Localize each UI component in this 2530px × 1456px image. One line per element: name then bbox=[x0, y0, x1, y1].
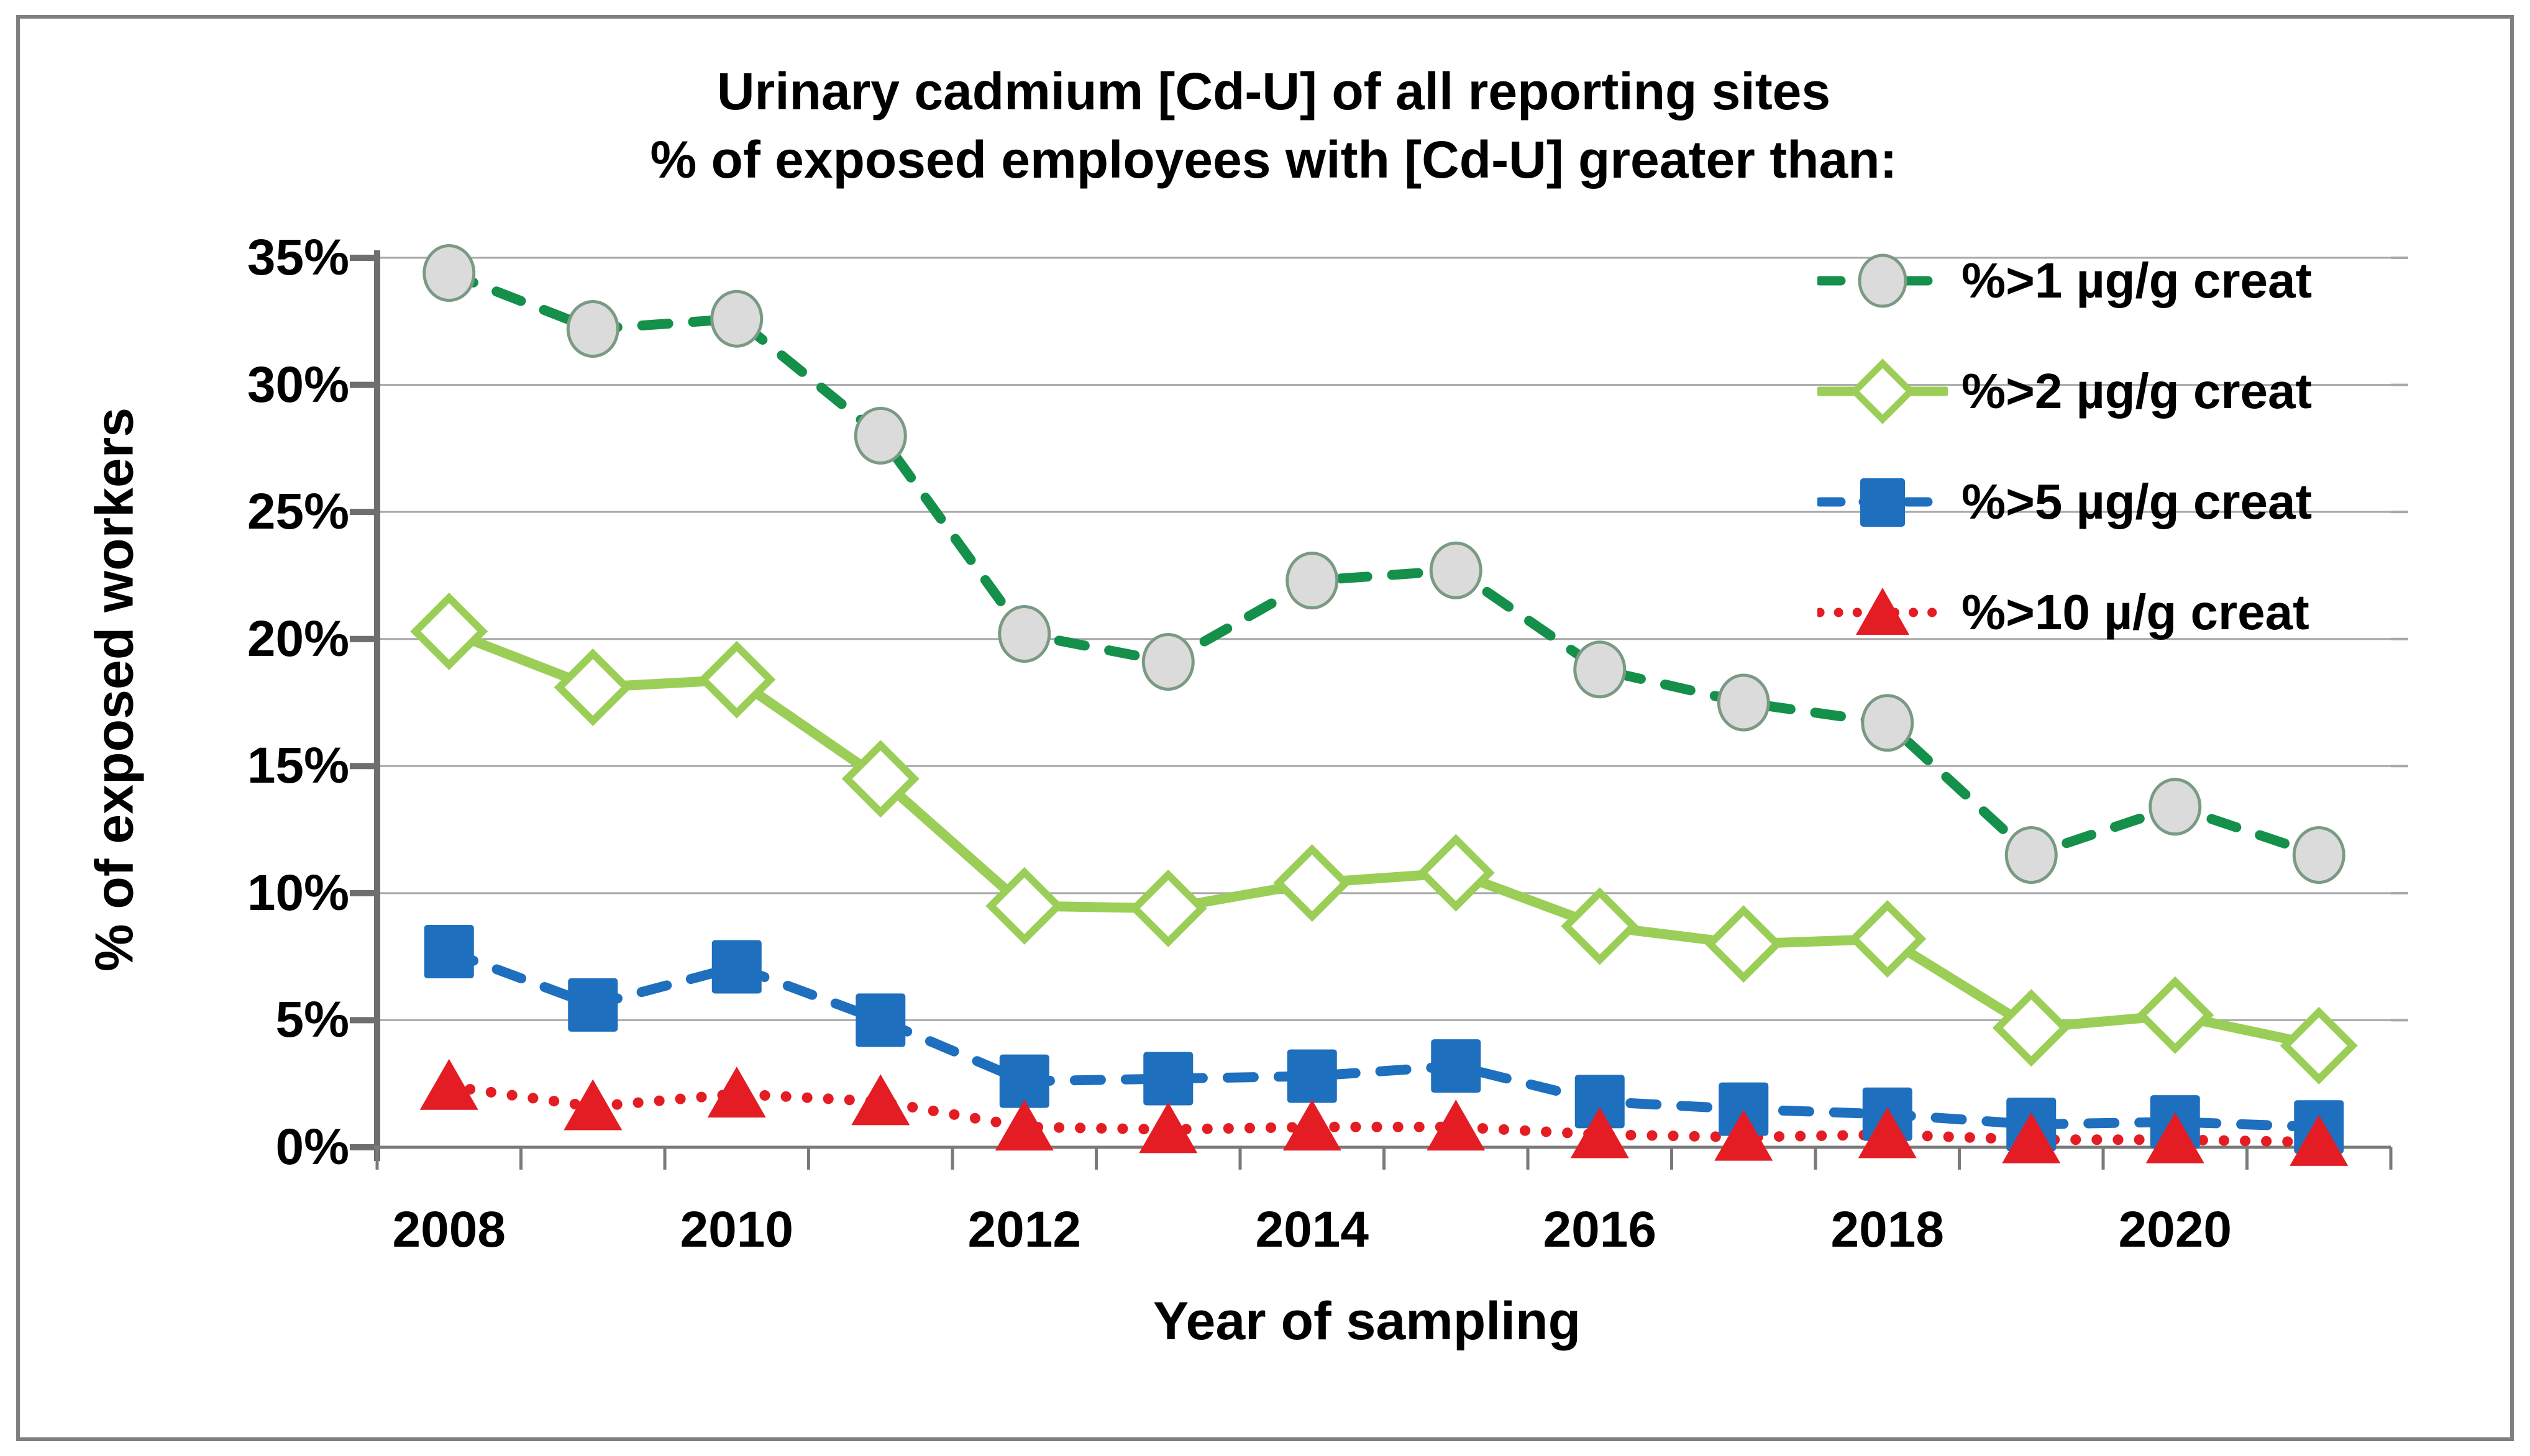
y-tick-label: 35% bbox=[247, 229, 349, 286]
y-tick-label: 0% bbox=[275, 1119, 349, 1175]
legend-marker-gt1-dashed-circle-icon bbox=[1817, 253, 1948, 308]
legend-item-gt1: %>1 µg/g creat bbox=[1817, 242, 2312, 319]
chart-title-line2: % of exposed employees with [Cd-U] great… bbox=[650, 130, 1898, 189]
legend-marker-gt10-dotted-triangle-icon bbox=[1817, 588, 1948, 635]
legend-item-gt2: %>2 µg/g creat bbox=[1817, 353, 2312, 430]
y-axis-title: % of exposed workers bbox=[84, 407, 145, 972]
chart-title-line1: Urinary cadmium [Cd-U] of all reporting … bbox=[716, 62, 1831, 121]
legend-label: %>1 µg/g creat bbox=[1961, 253, 2313, 308]
y-tick-label: 10% bbox=[247, 864, 349, 921]
x-tick-label: 2016 bbox=[1543, 1201, 1656, 1258]
legend-label: %>10 µ/g creat bbox=[1961, 585, 2309, 640]
x-tick-label: 2014 bbox=[1255, 1201, 1369, 1258]
legend-label: %>5 µg/g creat bbox=[1961, 474, 2313, 529]
legend-marker-gt5-dashed-square-icon bbox=[1817, 478, 1948, 527]
legend-marker-gt2-solid-diamond-icon bbox=[1817, 358, 1948, 424]
y-tick-label: 15% bbox=[247, 737, 349, 794]
legend-item-gt10: %>10 µ/g creat bbox=[1817, 574, 2309, 651]
x-axis-title: Year of sampling bbox=[1153, 1291, 1581, 1351]
y-tick-label: 25% bbox=[247, 483, 349, 540]
x-tick-label: 2010 bbox=[680, 1201, 793, 1258]
x-tick-label: 2012 bbox=[967, 1201, 1081, 1258]
chart-title: Urinary cadmium [Cd-U] of all reporting … bbox=[249, 57, 2299, 194]
legend-label: %>2 µg/g creat bbox=[1961, 363, 2313, 419]
x-tick-label: 2018 bbox=[1830, 1201, 1944, 1258]
legend-item-gt5: %>5 µg/g creat bbox=[1817, 463, 2312, 540]
y-tick-label: 20% bbox=[247, 610, 349, 667]
x-tick-label: 2008 bbox=[392, 1201, 506, 1258]
y-tick-label: 5% bbox=[275, 991, 349, 1049]
x-tick-label: 2020 bbox=[2118, 1201, 2232, 1258]
y-tick-label: 30% bbox=[247, 356, 349, 413]
